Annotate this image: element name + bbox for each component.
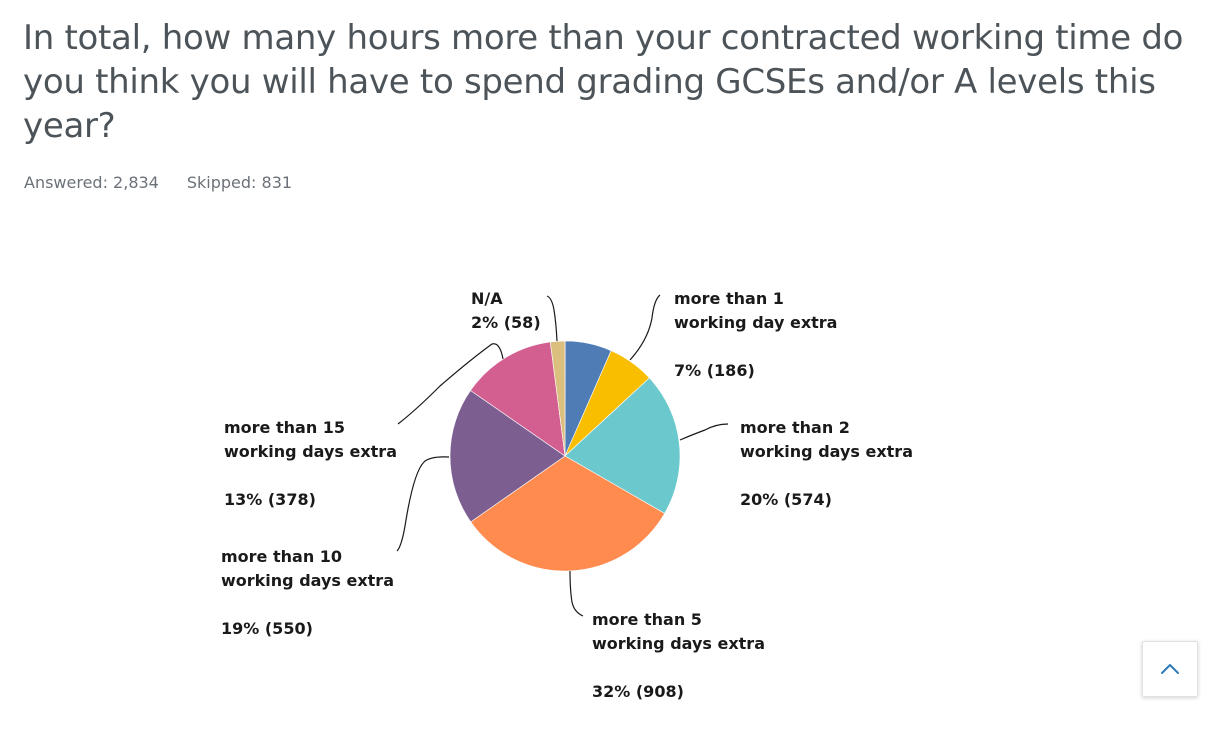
leader-line-n-a bbox=[546, 295, 558, 342]
slice-value-label-n-a: 2% (58) bbox=[471, 313, 541, 332]
answered-count: Answered: 2,834 bbox=[24, 173, 159, 192]
leader-lines bbox=[396, 294, 729, 617]
pie-slice-n-a-7 bbox=[549, 340, 566, 457]
slice-value-label-more-than-2-working-days-extra: 20% (574) bbox=[740, 490, 832, 509]
slice-label-more-than-5-working-days-extra-line-1: more than 5 bbox=[592, 610, 702, 629]
leader-line-more-than-5-working-days-extra bbox=[569, 570, 584, 617]
slice-value-label-more-than-15-working-days-extra: 13% (378) bbox=[224, 490, 316, 509]
slice-label-more-than-10-working-days-extra-line-2: working days extra bbox=[221, 571, 394, 590]
leader-line-more-than-10-working-days-extra bbox=[396, 456, 450, 552]
slice-label-more-than-15-working-days-extra-line-2: working days extra bbox=[224, 442, 397, 461]
pie-slice-more-than-2-working-days-extra-3 bbox=[564, 377, 681, 514]
question-title: In total, how many hours more than your … bbox=[23, 18, 1184, 146]
slice-value-label-more-than-5-working-days-extra: 32% (908) bbox=[592, 682, 684, 701]
pie-slice-more-than-5-working-days-extra-4 bbox=[470, 455, 666, 572]
slice-label-more-than-1-working-day-extra-line-1: more than 1 bbox=[674, 289, 784, 308]
slice-value-label-more-than-1-working-day-extra: 7% (186) bbox=[674, 361, 755, 380]
slice-label-n-a-line-1: N/A bbox=[471, 289, 503, 308]
slice-label-more-than-10-working-days-extra-line-1: more than 10 bbox=[221, 547, 342, 566]
chevron-up-icon bbox=[1161, 664, 1179, 674]
leader-line-more-than-1-working-day-extra bbox=[629, 294, 661, 361]
leader-line-more-than-15-working-days-extra bbox=[397, 343, 504, 425]
slice-labels: more than 1 working day extra 7% (186) more… bbox=[221, 289, 913, 701]
response-stats: Answered: 2,834 Skipped: 831 bbox=[24, 173, 292, 192]
slice-label-more-than-15-working-days-extra-line-1: more than 15 bbox=[224, 418, 345, 437]
leader-line-more-than-2-working-days-extra bbox=[679, 423, 729, 441]
slice-value-label-more-than-10-working-days-extra: 19% (550) bbox=[221, 619, 313, 638]
skipped-count: Skipped: 831 bbox=[186, 173, 293, 192]
slice-label-more-than-1-working-day-extra-line-2: working day extra bbox=[674, 313, 837, 332]
slice-label-more-than-5-working-days-extra-line-2: working days extra bbox=[592, 634, 765, 653]
scroll-to-top-button[interactable] bbox=[1142, 641, 1198, 697]
pie-slice-more-than-15-working-days-extra-6 bbox=[470, 341, 566, 457]
pie-slices bbox=[449, 340, 681, 572]
slice-label-more-than-2-working-days-extra-line-1: more than 2 bbox=[740, 418, 850, 437]
slice-label-more-than-2-working-days-extra-line-2: working days extra bbox=[740, 442, 913, 461]
pie-slice-more-than-10-working-days-extra-5 bbox=[449, 390, 566, 523]
